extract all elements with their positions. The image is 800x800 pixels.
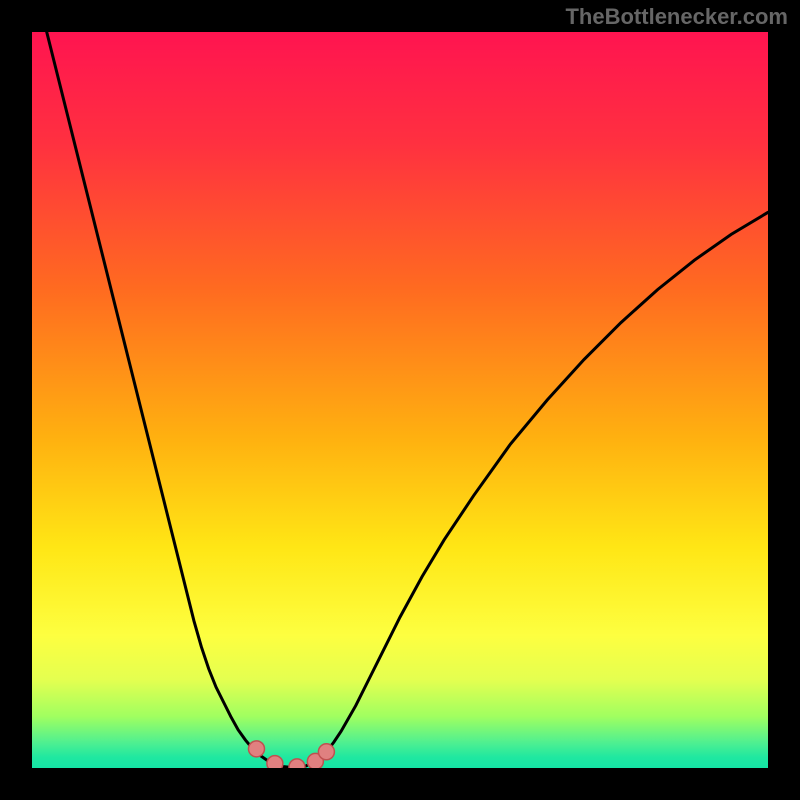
chart-svg (32, 32, 768, 768)
plot-area (32, 32, 768, 768)
marker-point (289, 759, 305, 768)
watermark-text: TheBottlenecker.com (565, 4, 788, 30)
marker-point (318, 744, 334, 760)
marker-point (248, 741, 264, 757)
chart-container: TheBottlenecker.com (0, 0, 800, 800)
marker-point (267, 756, 283, 768)
gradient-background (32, 32, 768, 768)
